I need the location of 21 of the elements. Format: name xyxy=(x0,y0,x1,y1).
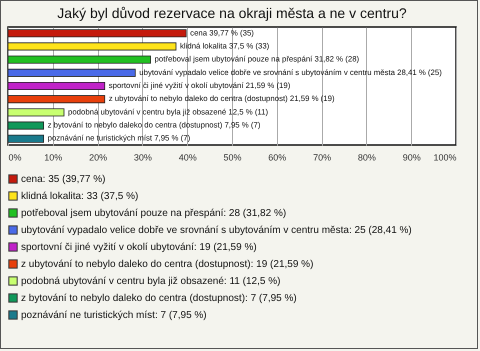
legend-label: poznávání ne turistických míst: 7 (7,95 %) xyxy=(21,310,207,321)
x-tick-label: 0% xyxy=(8,152,22,162)
legend-label: klidná lokalita: 33 (37,5 %) xyxy=(21,191,138,202)
chart-title: Jaký byl důvod rezervace na okraji města a ne v centru? xyxy=(57,5,407,21)
legend-label: z bytování to nebylo daleko do centra (dostupnost): 7 (7,95 %) xyxy=(21,293,297,304)
legend-label: potřeboval jsem ubytování pouze na přespání: 28 (31,82 %) xyxy=(21,208,286,219)
x-tick-label: 20% xyxy=(89,152,108,162)
x-tick-label: 80% xyxy=(358,152,376,162)
x-tick-label: 100% xyxy=(433,152,456,162)
x-tick-label: 10% xyxy=(44,152,62,162)
legend-label: z ubytování to nebylo daleko do centra (dostupnost): 19 (21,59 %) xyxy=(21,259,314,270)
legend-label: cena: 35 (39,77 %) xyxy=(21,174,106,185)
x-tick-label: 50% xyxy=(223,152,242,162)
x-tick-label: 30% xyxy=(134,152,152,162)
x-tick-label: 70% xyxy=(313,152,332,162)
x-tick-label: 90% xyxy=(402,152,421,162)
x-tick-label: 40% xyxy=(178,152,197,162)
legend-label: podobná ubytování v centru byla již obsazené: 11 (12,5 %) xyxy=(21,276,280,287)
x-tick-label: 60% xyxy=(268,152,286,162)
legend-label: sportovní či jiné vyžití v okolí ubytování: 19 (21,59 %) xyxy=(21,242,257,253)
legend-label: ubytování vypadalo velice dobře ve srovnání s ubytováním v centru města: 25 (28,41 %) xyxy=(21,225,412,236)
